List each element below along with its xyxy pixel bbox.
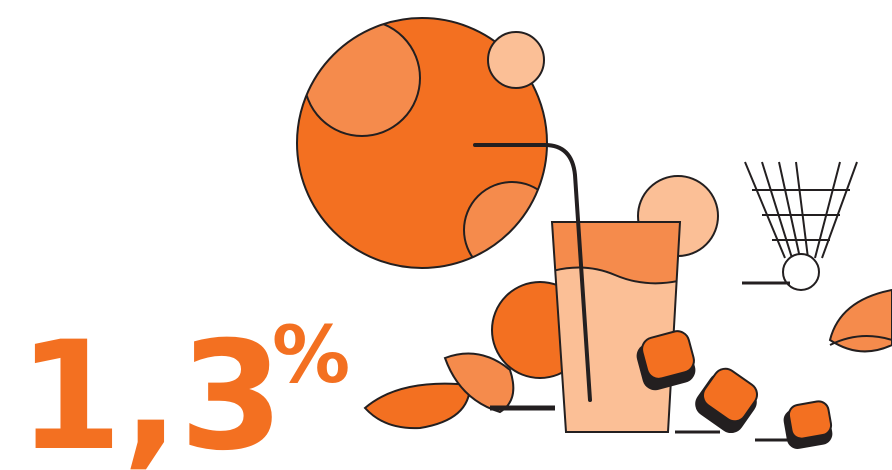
glass (550, 221, 682, 433)
headline-unit: % (272, 311, 350, 401)
headline-number: 1,3 (18, 310, 284, 470)
leaves-left (363, 352, 555, 430)
leaf-right (828, 288, 892, 353)
shuttlecock (742, 161, 858, 291)
straw (473, 143, 592, 402)
ice-cubes (636, 330, 833, 449)
small-ball (487, 31, 545, 89)
